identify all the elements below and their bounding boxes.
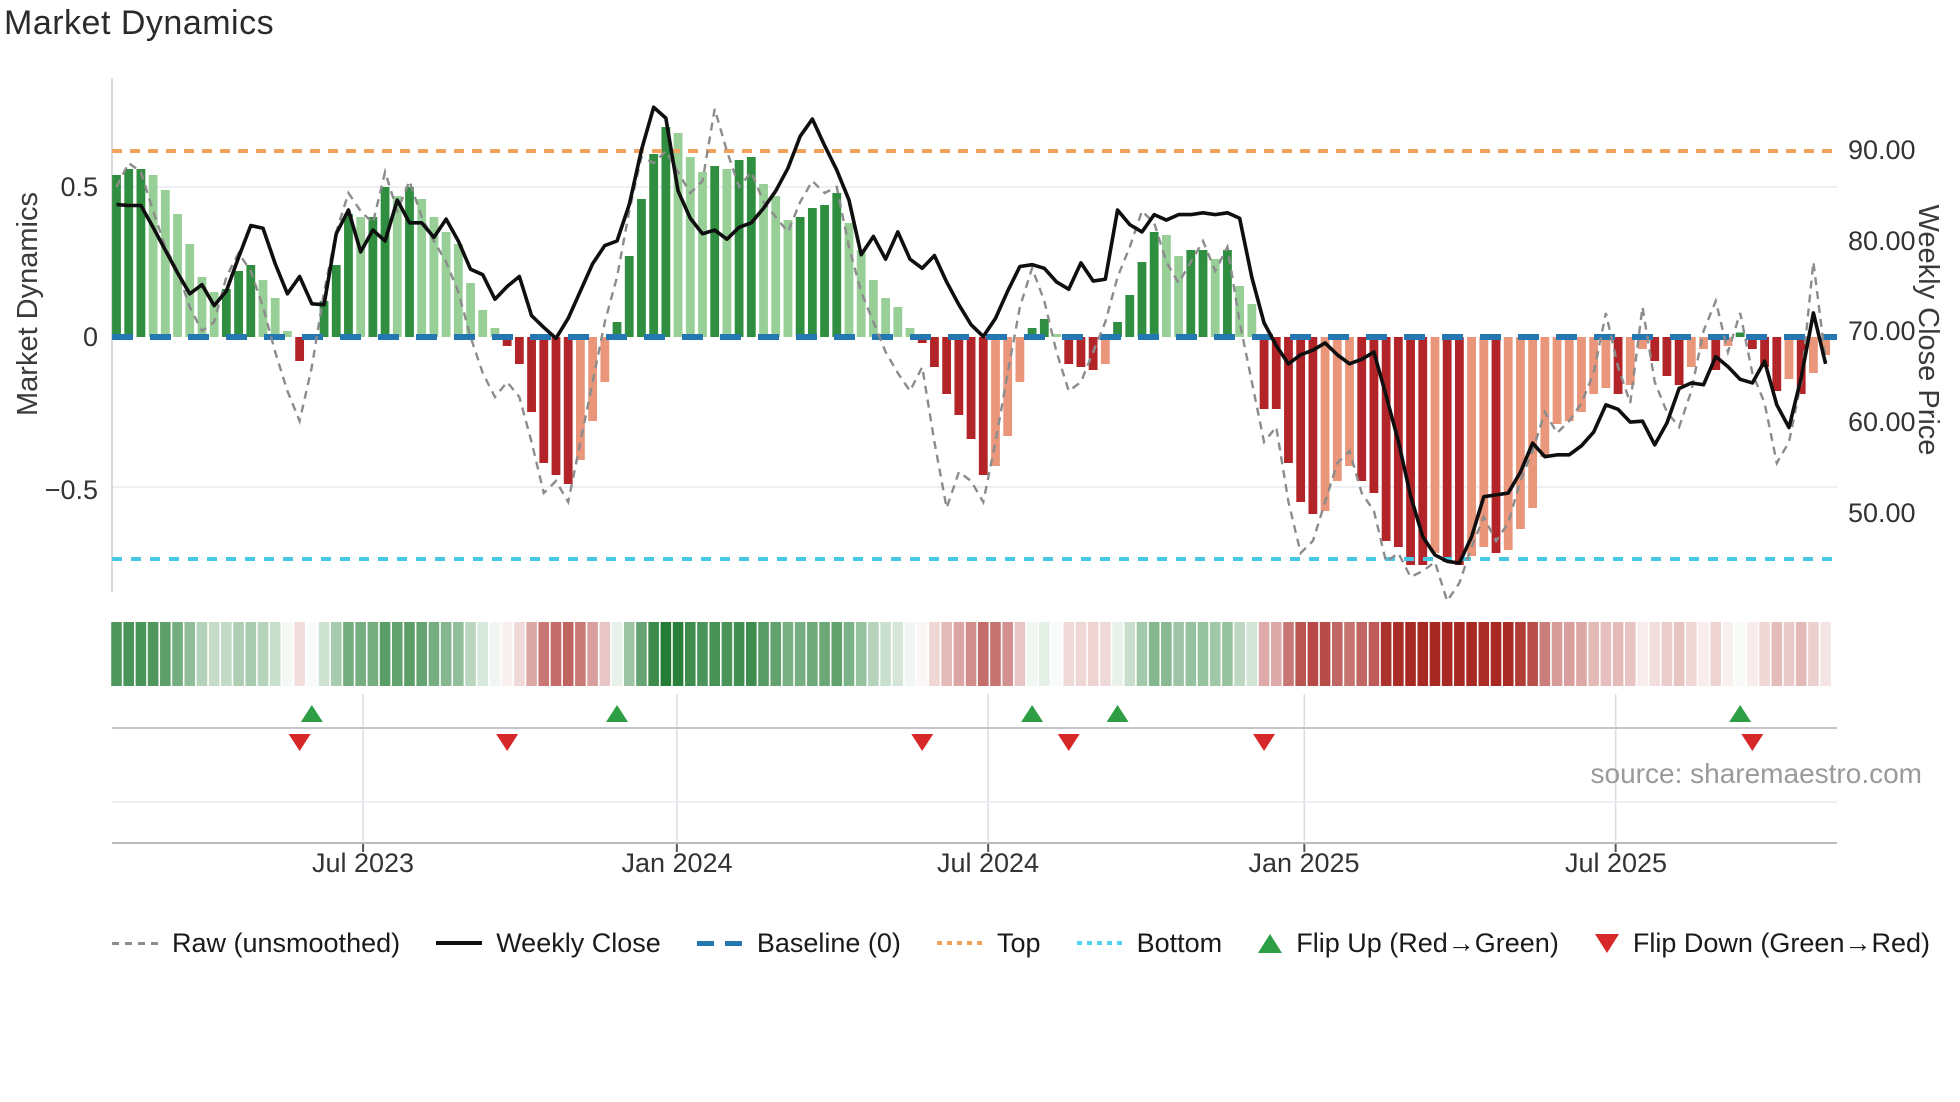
legend-label: Baseline (0) bbox=[756, 927, 901, 958]
raw-line-swatch-icon bbox=[112, 941, 158, 945]
legend-label: Top bbox=[996, 927, 1041, 958]
legend-item-baseline: Baseline (0) bbox=[696, 927, 901, 959]
right-tick-90: 90.00 bbox=[1848, 135, 1916, 165]
legend-item-top: Top bbox=[936, 927, 1041, 959]
legend-item-flip-up: Flip Up (Red→Green) bbox=[1258, 928, 1559, 959]
legend-label: Flip Down (Green→Red) bbox=[1632, 927, 1930, 958]
legend-label: Bottom bbox=[1136, 927, 1223, 958]
legend-item-weekly-close: Weekly Close bbox=[436, 928, 661, 959]
legend-label: Flip Up (Red→Green) bbox=[1296, 927, 1559, 958]
legend-item-flip-down: Flip Down (Green→Red) bbox=[1594, 927, 1930, 959]
bottom-line-swatch-icon bbox=[1076, 941, 1123, 945]
flip-down-triangle-icon bbox=[1594, 933, 1619, 953]
left-tick-neg05: −0.5 bbox=[44, 475, 98, 505]
legend-item-raw: Raw (unsmoothed) bbox=[112, 928, 400, 959]
top-line-swatch-icon bbox=[936, 941, 983, 945]
legend-label: Raw (unsmoothed) bbox=[172, 927, 401, 958]
baseline-swatch-icon bbox=[696, 940, 743, 946]
left-tick-05: 0.5 bbox=[60, 172, 98, 202]
x-tick-jan-2024: Jan 2024 bbox=[621, 848, 733, 878]
legend-item-bottom: Bottom bbox=[1076, 927, 1223, 959]
flip-up-triangle-icon bbox=[1258, 933, 1283, 953]
x-tick-jul-2023: Jul 2023 bbox=[311, 848, 415, 878]
right-tick-80: 80.00 bbox=[1848, 226, 1916, 256]
source-credit: source: sharemaestro.com bbox=[1590, 758, 1922, 789]
right-tick-70: 70.00 bbox=[1848, 316, 1916, 346]
x-tick-jul-2025: Jul 2025 bbox=[1564, 848, 1668, 878]
right-tick-50: 50.00 bbox=[1848, 498, 1916, 528]
page-title: Market Dynamics bbox=[4, 4, 275, 42]
right-axis-title: Weekly Close Price bbox=[1912, 204, 1944, 456]
legend-label: Weekly Close bbox=[496, 927, 661, 958]
x-tick-jan-2025: Jan 2025 bbox=[1248, 848, 1360, 878]
x-tick-jul-2024: Jul 2024 bbox=[936, 848, 1040, 878]
left-tick-0: 0 bbox=[82, 322, 98, 352]
legend: Raw (unsmoothed) Weekly Close Baseline (… bbox=[112, 916, 1930, 970]
close-line-swatch-icon bbox=[436, 941, 483, 945]
right-tick-60: 60.00 bbox=[1848, 407, 1916, 437]
